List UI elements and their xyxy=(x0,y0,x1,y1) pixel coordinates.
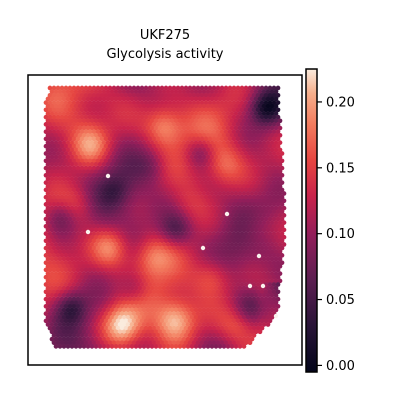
spot xyxy=(206,344,211,349)
spot xyxy=(78,344,83,349)
spot xyxy=(190,344,195,349)
spot xyxy=(174,344,179,349)
spot xyxy=(225,212,229,216)
colorbar-tick-label: 0.15 xyxy=(326,161,355,176)
spot xyxy=(138,344,143,349)
spot xyxy=(214,344,219,349)
spot-layer xyxy=(44,86,287,349)
spot xyxy=(198,344,203,349)
spot xyxy=(162,344,167,349)
spot xyxy=(74,344,79,349)
spot xyxy=(130,344,135,349)
colorbar-tick-label: 0.00 xyxy=(326,359,355,374)
spot xyxy=(266,322,271,327)
spot xyxy=(261,284,265,288)
spot xyxy=(126,344,131,349)
spot xyxy=(154,344,159,349)
spot xyxy=(86,230,90,234)
spot xyxy=(134,344,139,349)
spot xyxy=(170,344,175,349)
spot xyxy=(230,344,235,349)
spot xyxy=(70,344,75,349)
colorbar-tick-label: 0.10 xyxy=(326,227,355,242)
spot xyxy=(102,344,107,349)
spot xyxy=(86,344,91,349)
spot xyxy=(274,314,278,318)
spot xyxy=(186,344,191,349)
spot xyxy=(54,344,59,349)
spot xyxy=(82,344,87,349)
spot xyxy=(166,344,171,349)
colorbar xyxy=(306,69,317,372)
spot xyxy=(106,344,111,349)
spot xyxy=(201,246,205,250)
spot xyxy=(248,340,253,345)
spot xyxy=(142,344,147,349)
colorbar-tick-label: 0.20 xyxy=(326,95,355,110)
colorbar-tick-label: 0.05 xyxy=(326,293,355,308)
spot xyxy=(110,344,115,349)
spot xyxy=(210,344,215,349)
spot xyxy=(218,344,223,349)
spot xyxy=(114,344,119,349)
spot xyxy=(257,254,261,258)
spot xyxy=(94,344,99,349)
spot xyxy=(146,344,151,349)
spot xyxy=(150,344,155,349)
spot xyxy=(222,344,227,349)
spot xyxy=(238,344,243,349)
spot xyxy=(66,344,71,349)
spot xyxy=(122,344,127,349)
spot xyxy=(98,344,103,349)
spot xyxy=(118,344,123,349)
spot xyxy=(248,284,252,288)
spot xyxy=(58,344,63,349)
spot xyxy=(158,344,163,349)
spot xyxy=(234,344,239,349)
spot xyxy=(62,344,67,349)
spot xyxy=(226,344,231,349)
spot xyxy=(202,344,207,349)
spot xyxy=(182,344,187,349)
spot xyxy=(194,344,199,349)
spot xyxy=(106,174,110,178)
chart-title: Glycolysis activity xyxy=(107,47,224,62)
spot xyxy=(90,344,95,349)
spot xyxy=(178,344,183,349)
spot xyxy=(242,344,247,349)
spot xyxy=(258,329,263,334)
chart-subtitle: UKF275 xyxy=(140,28,190,43)
